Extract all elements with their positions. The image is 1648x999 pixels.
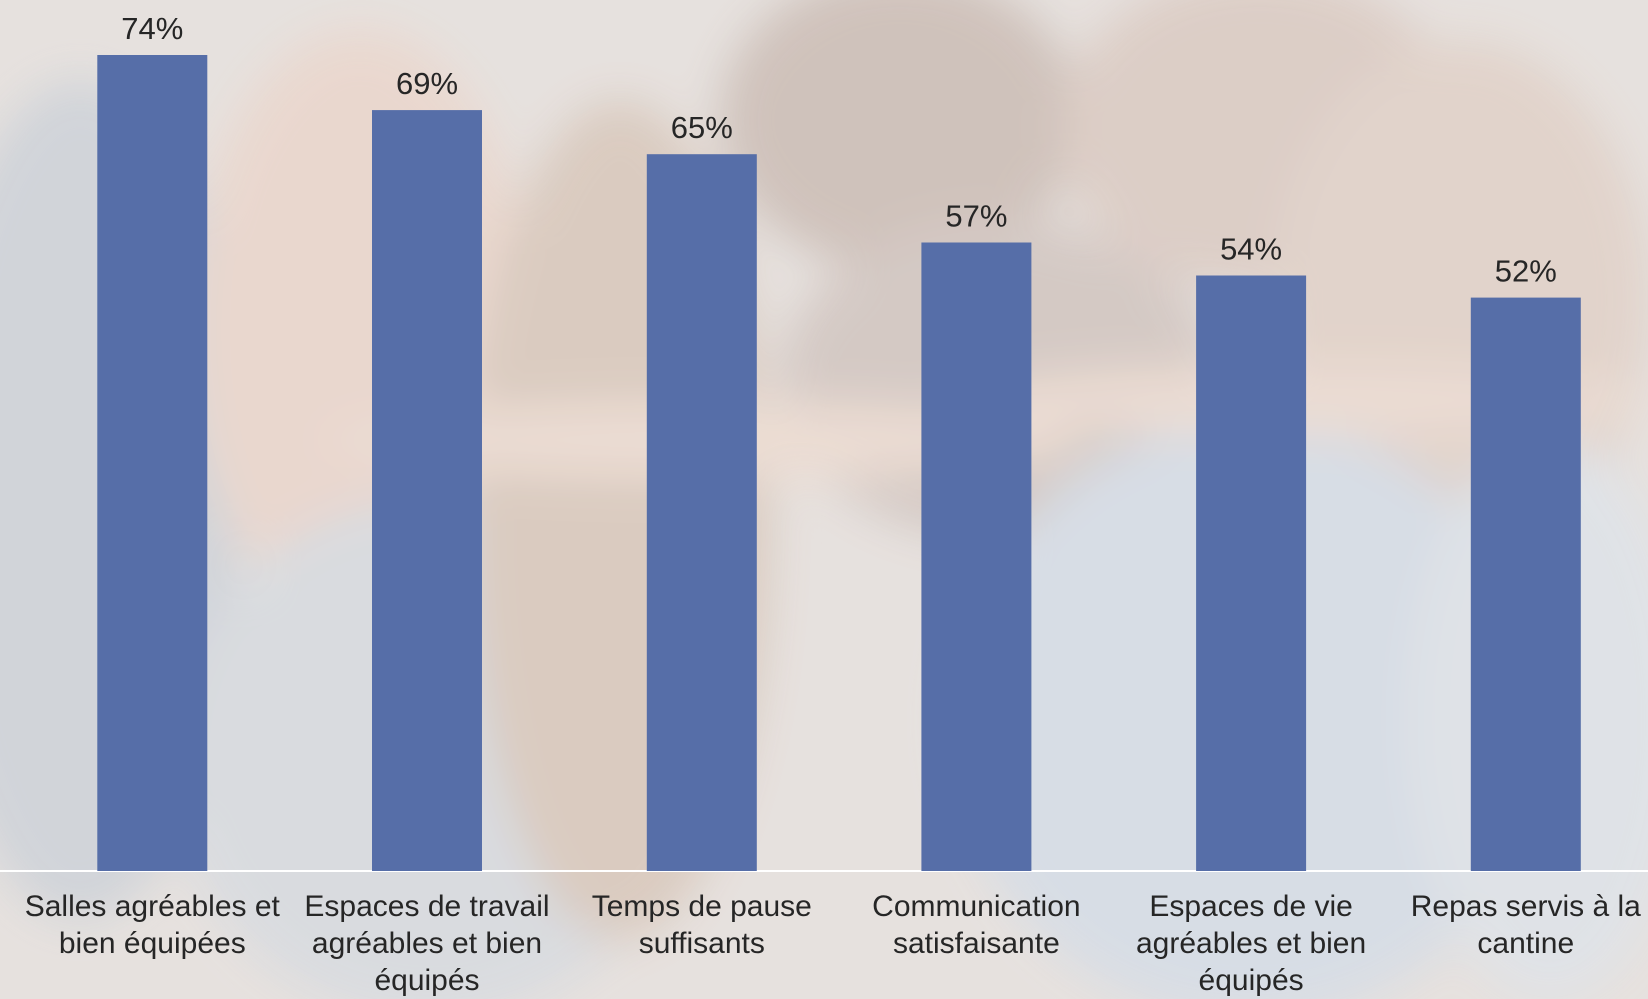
category-label-4: Communication satisfaisante <box>872 890 1081 960</box>
bar-1 <box>97 55 208 871</box>
category-label-5: Espaces de vie agréables et bien équipés <box>1136 890 1367 997</box>
category-label-1: Salles agréables et bien équipées <box>24 890 280 960</box>
data-label-6: 52% <box>1495 254 1557 289</box>
data-label-3: 65% <box>671 110 733 145</box>
category-label-3: Temps de pause suffisants <box>591 890 812 960</box>
bar-4 <box>921 242 1032 871</box>
category-label-2: Espaces de travail agréables et bien équ… <box>304 890 550 997</box>
bar-2 <box>372 110 482 872</box>
data-label-5: 54% <box>1220 232 1282 267</box>
bar-3 <box>646 154 757 871</box>
data-label-2: 69% <box>396 66 458 101</box>
category-label-6: Repas servis à la cantine <box>1410 890 1641 960</box>
data-label-1: 74% <box>121 11 183 46</box>
data-label-4: 57% <box>945 199 1007 234</box>
bar-5 <box>1196 275 1307 871</box>
bar-6 <box>1470 297 1581 872</box>
